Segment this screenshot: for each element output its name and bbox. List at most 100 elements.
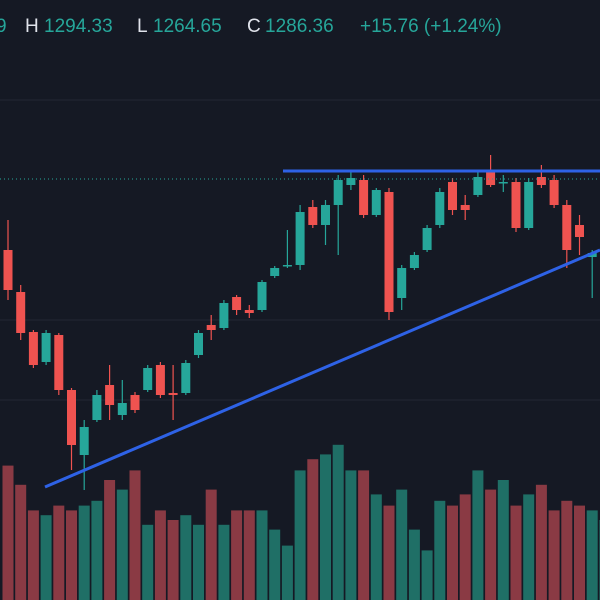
- volume-bar: [142, 524, 154, 600]
- candle-body: [524, 182, 534, 228]
- high-label: H: [25, 16, 39, 37]
- volume-bar: [104, 480, 116, 600]
- candle-body: [448, 182, 457, 210]
- volume-bar: [370, 494, 382, 600]
- volume-bar: [256, 510, 268, 600]
- volume-bar: [396, 489, 408, 600]
- candle-body: [422, 228, 432, 250]
- header: 9 H 1294.33 L 1264.65 C 1286.36 +15.76 (…: [0, 16, 502, 37]
- volume-bar: [408, 529, 420, 600]
- candle-pane: [3, 155, 597, 490]
- candle-body: [92, 395, 102, 420]
- candle-body: [308, 207, 318, 225]
- candle-body: [54, 335, 64, 390]
- candle-body: [282, 265, 292, 267]
- volume-bar: [2, 465, 14, 600]
- volume-bar: [91, 500, 103, 600]
- candle-body: [333, 180, 343, 205]
- candle-body: [181, 363, 191, 393]
- volume-bar: [523, 494, 535, 600]
- volume-bar: [15, 484, 27, 600]
- volume-bar: [535, 484, 547, 600]
- volume-bar: [586, 510, 598, 600]
- candle-body: [562, 205, 572, 250]
- volume-bar: [154, 510, 166, 600]
- candle-body: [3, 250, 13, 290]
- change-value: +15.76 (+1.24%): [360, 16, 502, 37]
- volume-bar: [383, 505, 395, 600]
- volume-bar: [561, 500, 573, 600]
- volume-bar: [53, 505, 65, 600]
- candle-body: [257, 282, 267, 310]
- candle-body: [67, 390, 76, 445]
- candle-body: [321, 205, 330, 225]
- close-label: C: [247, 16, 261, 37]
- volume-bar: [66, 510, 77, 600]
- candle-body: [16, 292, 26, 333]
- close-value: 1286.36: [265, 16, 334, 37]
- volume-bar: [510, 505, 522, 600]
- candle-body: [397, 268, 407, 298]
- high-value: 1294.33: [44, 16, 113, 37]
- volume-pane: [2, 444, 600, 600]
- volume-bar: [294, 470, 306, 600]
- volume-bar: [358, 470, 370, 600]
- candle-body: [498, 182, 508, 184]
- volume-bar: [307, 459, 319, 600]
- volume-bar: [485, 489, 497, 600]
- candle-body: [371, 190, 381, 215]
- volume-bar: [231, 510, 243, 600]
- volume-bar: [193, 524, 204, 600]
- volume-bar: [281, 545, 293, 600]
- volume-bar: [332, 444, 344, 600]
- volume-bar: [167, 520, 179, 600]
- candle-body: [194, 333, 203, 355]
- volume-bar: [218, 524, 230, 600]
- candle-body: [79, 427, 89, 455]
- candle-body: [219, 303, 229, 328]
- trend-line: [44, 248, 600, 489]
- candle-body: [460, 205, 470, 210]
- volume-bar: [116, 489, 128, 600]
- volume-bar: [574, 505, 585, 600]
- candle-body: [168, 393, 178, 395]
- volume-bar: [320, 454, 331, 600]
- volume-bar: [421, 550, 433, 600]
- candle-body: [28, 332, 38, 365]
- volume-bar: [180, 515, 192, 600]
- candle-body: [143, 368, 153, 390]
- open-value: 9: [0, 16, 7, 37]
- volume-bar: [129, 470, 141, 600]
- volume-bar: [205, 489, 217, 600]
- candle-body: [575, 225, 584, 237]
- volume-bar: [27, 510, 39, 600]
- candle-body: [536, 177, 546, 185]
- candle-body: [130, 395, 140, 410]
- candle-body: [117, 403, 127, 415]
- candle-body: [105, 385, 115, 405]
- candle-body: [155, 365, 165, 395]
- candle-body: [295, 212, 305, 265]
- volume-bar: [243, 510, 255, 600]
- volume-bar: [497, 480, 509, 600]
- volume-bar: [345, 470, 357, 600]
- candle-body: [473, 177, 483, 195]
- low-value: 1264.65: [153, 16, 222, 37]
- volume-bar: [434, 500, 446, 600]
- candle-body: [435, 192, 445, 225]
- candle-body: [384, 192, 394, 312]
- candle-body: [409, 255, 419, 268]
- volume-bar: [78, 505, 90, 600]
- candle-body: [486, 172, 496, 185]
- candle-body: [346, 178, 356, 185]
- candle-body: [41, 333, 51, 362]
- candle-body: [511, 182, 521, 228]
- volume-bar: [459, 494, 471, 600]
- candle-body: [587, 253, 597, 257]
- low-label: L: [137, 16, 148, 37]
- candle-body: [359, 180, 369, 215]
- candle-body: [244, 310, 254, 313]
- volume-bar: [548, 510, 560, 600]
- volume-bar: [472, 470, 484, 600]
